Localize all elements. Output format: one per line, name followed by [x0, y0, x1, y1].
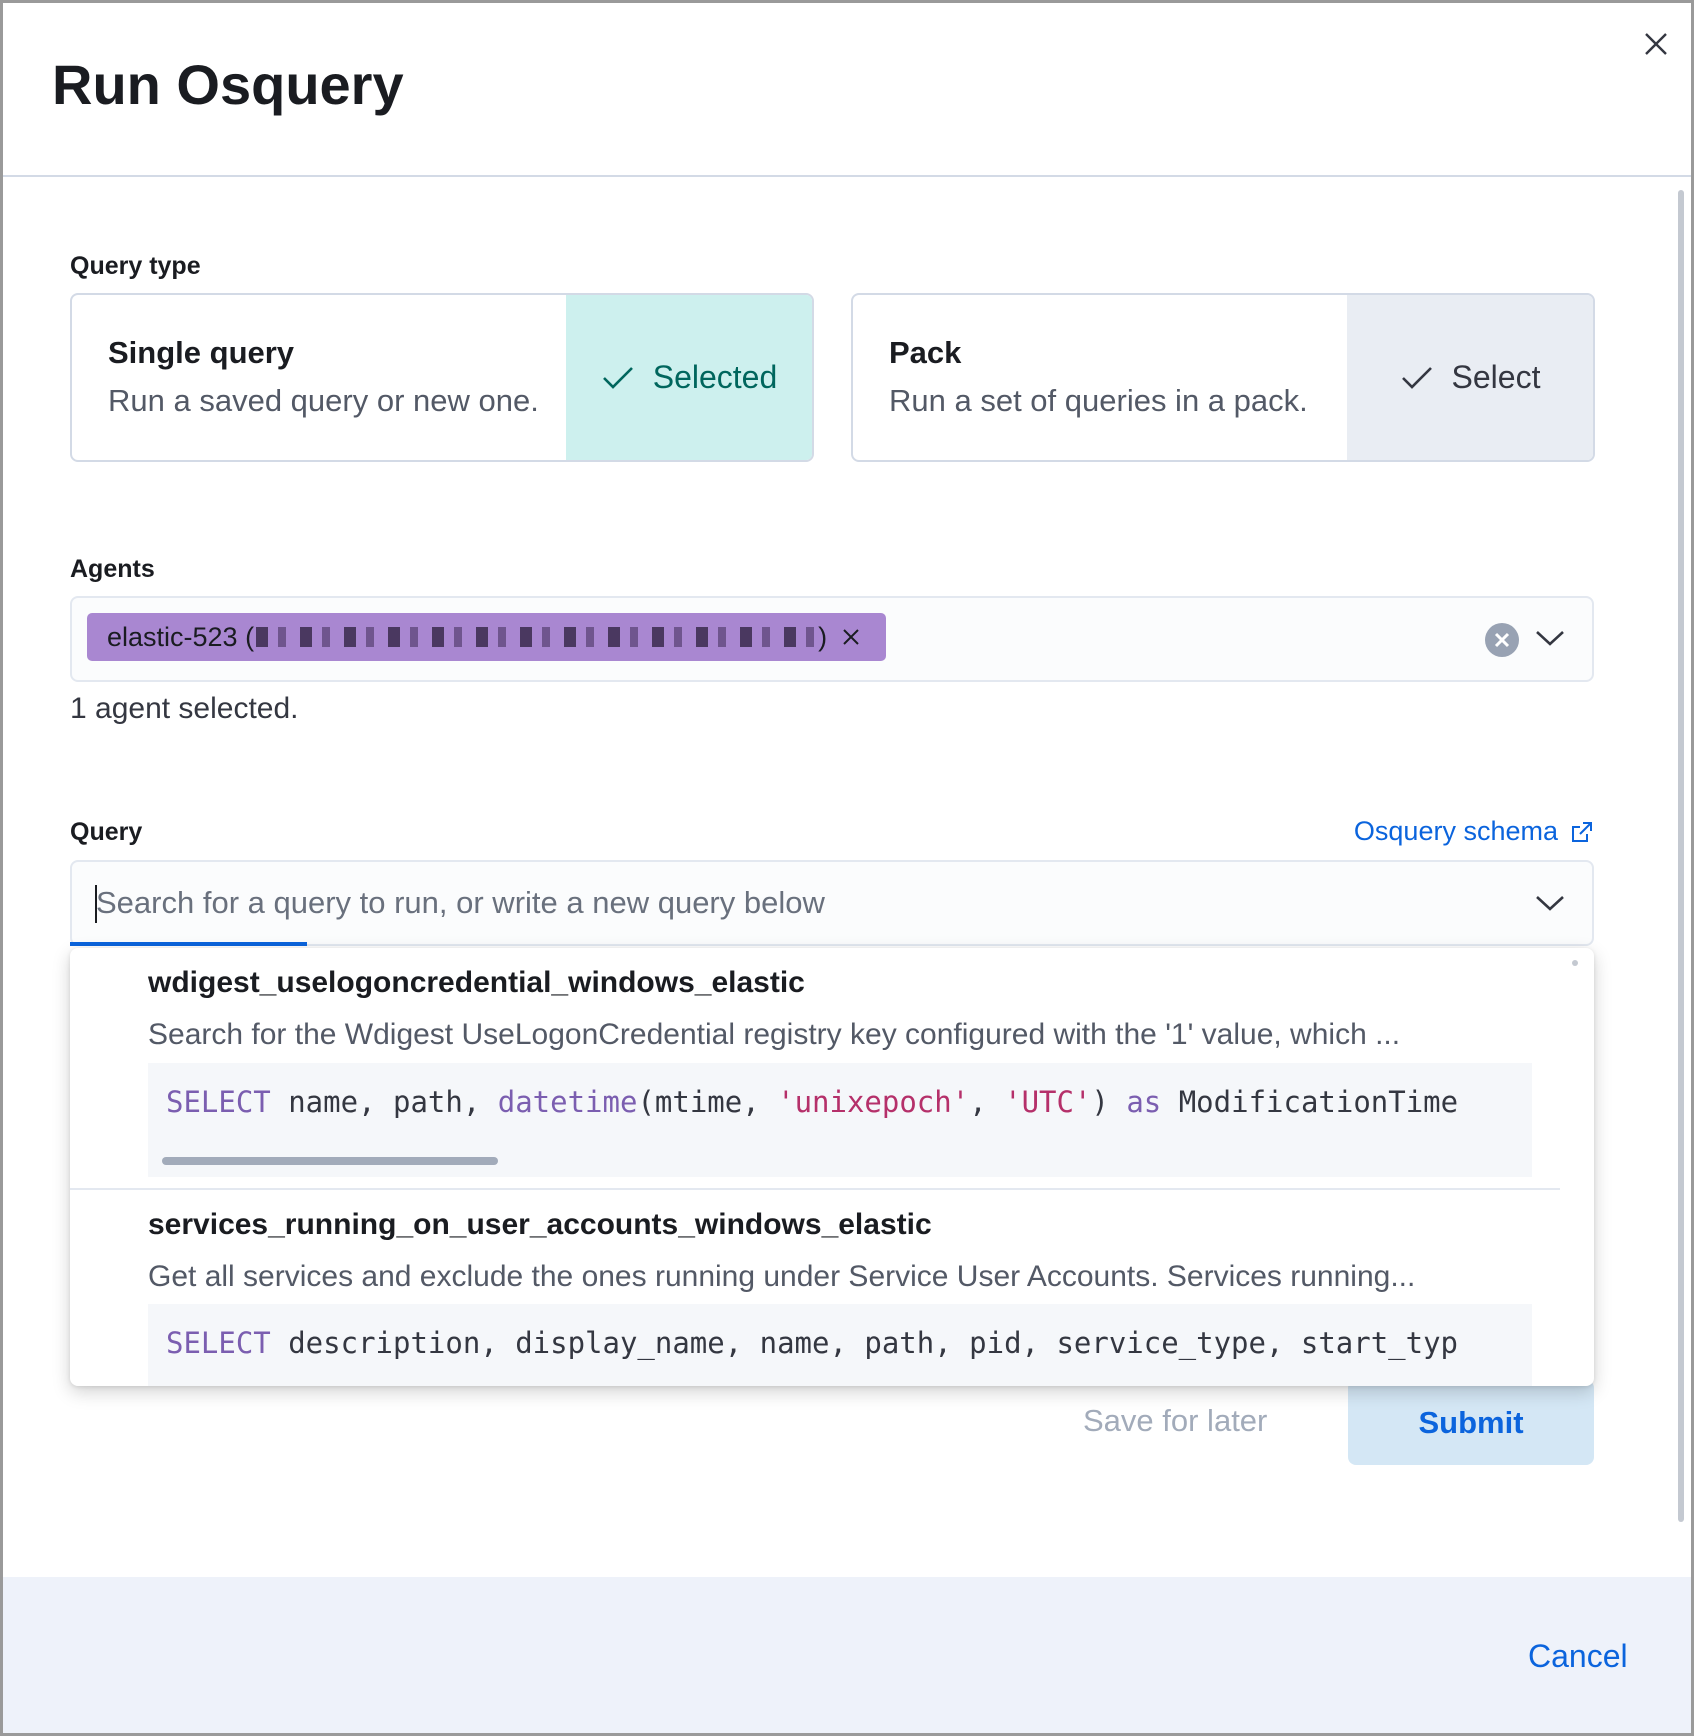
option-name: services_running_on_user_accounts_window…	[148, 1208, 932, 1241]
code-token: datetime	[497, 1085, 638, 1119]
agent-chip-label: elastic-523 (	[107, 621, 255, 652]
osquery-schema-link[interactable]: Osquery schema	[1354, 816, 1594, 847]
card-title: Pack	[889, 335, 962, 370]
option-description: Search for the Wdigest UseLogonCredentia…	[148, 1018, 1401, 1051]
code-token: SELECT	[166, 1326, 271, 1360]
query-search-input[interactable]	[70, 860, 1594, 946]
modal-scrollbar[interactable]	[1678, 190, 1684, 1522]
header-divider	[3, 175, 1691, 177]
agents-helper-text: 1 agent selected.	[70, 692, 299, 725]
osquery-schema-link-label[interactable]: Osquery schema	[1353, 816, 1558, 846]
agent-chip-suffix: )	[818, 621, 828, 652]
chevron-down-icon[interactable]	[1534, 893, 1566, 913]
card-title: Single query	[108, 335, 295, 370]
text-cursor	[95, 885, 97, 923]
modal-footer	[3, 1577, 1691, 1733]
submit-button[interactable]: Submit	[1348, 1380, 1594, 1465]
check-icon	[602, 366, 633, 389]
code-token: as	[1126, 1085, 1162, 1119]
code-token: ,	[969, 1085, 1005, 1119]
external-link-icon	[1572, 821, 1592, 842]
save-for-later-button[interactable]: Save for later	[1083, 1403, 1268, 1438]
query-placeholder: Search for a query to run, or write a ne…	[96, 885, 825, 920]
card-description: Run a set of queries in a pack.	[889, 383, 1308, 418]
modal-title: Run Osquery	[52, 53, 404, 116]
selected-button[interactable]: Selected	[566, 295, 812, 460]
selected-label: Selected	[652, 359, 778, 395]
focus-underline	[70, 942, 307, 946]
clear-icon[interactable]	[1484, 622, 1520, 658]
option-description: Get all services and exclude the ones ru…	[148, 1260, 1416, 1293]
card-description: Run a saved query or new one.	[108, 383, 539, 418]
code-token: SELECT	[166, 1085, 271, 1119]
cancel-button[interactable]: Cancel	[1528, 1638, 1628, 1674]
select-label: Select	[1451, 359, 1541, 395]
remove-chip-icon[interactable]	[841, 627, 861, 647]
pack-card[interactable]: Pack Run a set of queries in a pack. Sele…	[851, 293, 1595, 462]
option-divider	[70, 1188, 1560, 1190]
query-option[interactable]: wdigest_uselogoncredential_windows_elast…	[70, 948, 1560, 1188]
option-code: SELECT description, display_name, name, …	[148, 1304, 1532, 1386]
query-option[interactable]: services_running_on_user_accounts_window…	[70, 1190, 1560, 1386]
query-label: Query	[70, 818, 143, 846]
close-icon[interactable]	[1640, 28, 1672, 60]
single-query-card[interactable]: Single query Run a saved query or new one…	[70, 293, 814, 462]
code-token: 'unixepoch'	[777, 1085, 970, 1119]
redacted-agent-id	[256, 627, 817, 647]
code-scrollbar[interactable]	[162, 1157, 498, 1165]
query-options-dropdown: wdigest_uselogoncredential_windows_elast…	[70, 948, 1594, 1386]
query-type-label: Query type	[70, 252, 201, 280]
code-token: ModificationTime	[1161, 1085, 1459, 1119]
code-token: description, display_name, name, path, p…	[270, 1326, 1459, 1360]
code-token: name, path,	[270, 1085, 498, 1119]
select-button[interactable]: Select	[1347, 295, 1593, 460]
check-icon	[1401, 366, 1432, 389]
chevron-down-icon[interactable]	[1534, 628, 1566, 648]
agents-label: Agents	[70, 555, 155, 583]
code-token: )	[1091, 1085, 1127, 1119]
code-token: (mtime,	[637, 1085, 778, 1119]
agent-chip: elastic-523 ()	[87, 613, 886, 661]
option-name: wdigest_uselogoncredential_windows_elast…	[148, 966, 805, 999]
dropdown-scrollbar[interactable]	[1572, 960, 1578, 966]
code-token: 'UTC'	[1004, 1085, 1092, 1119]
